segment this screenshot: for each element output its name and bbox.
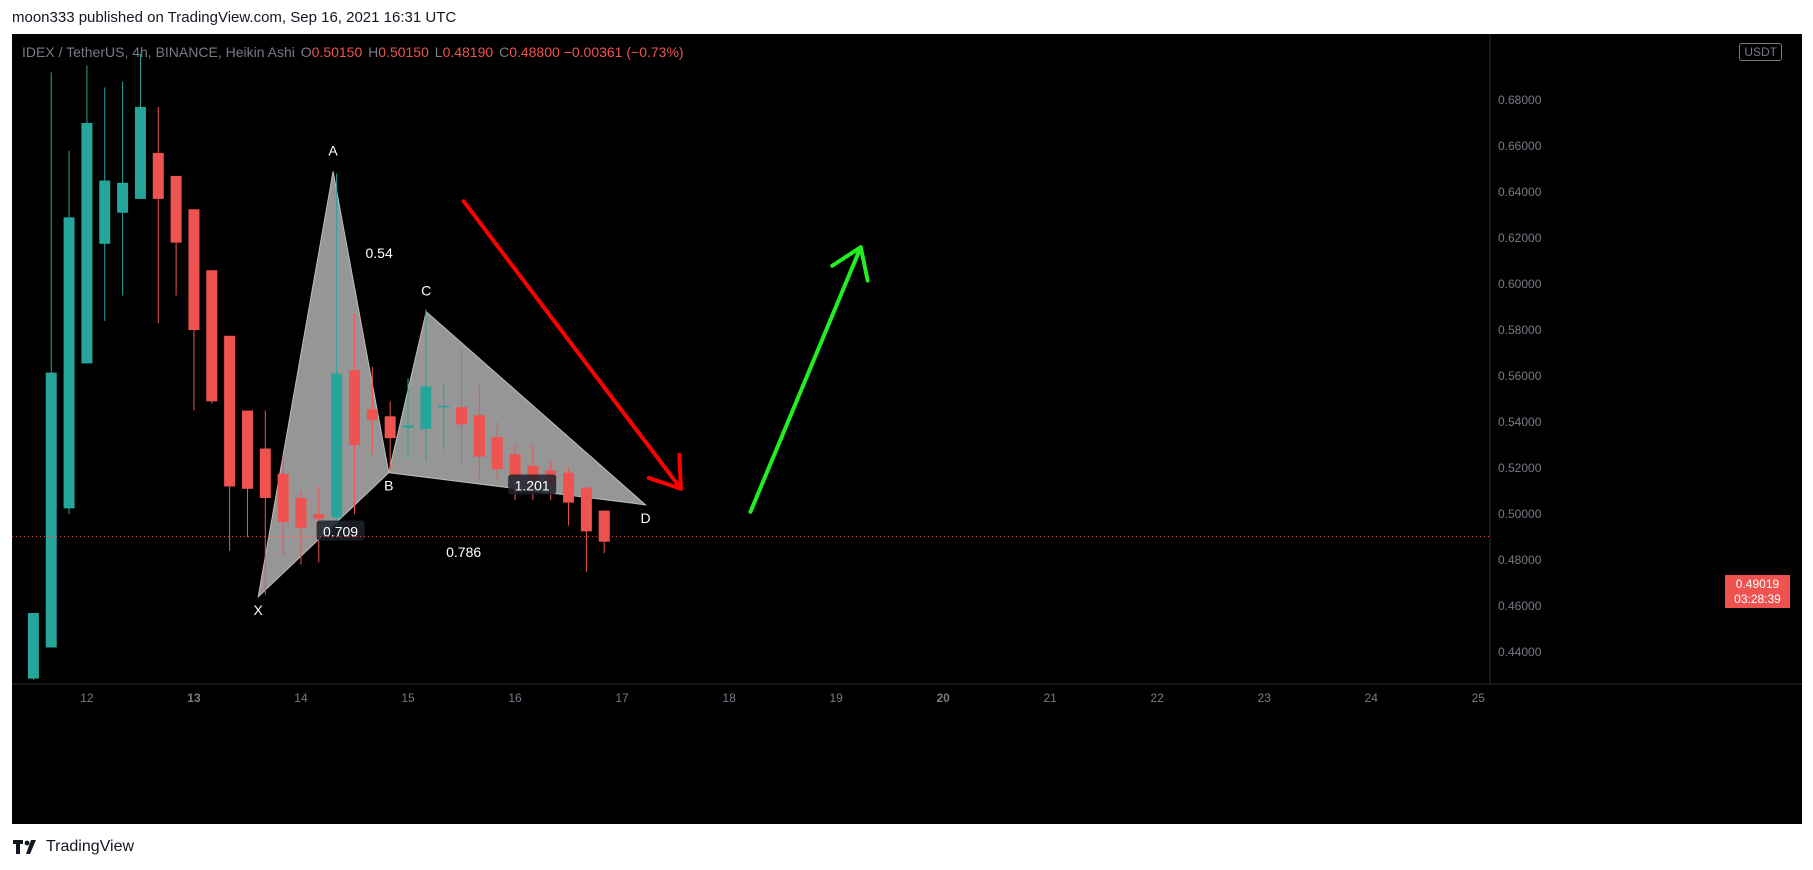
- chart-pane[interactable]: 0.44000 0.46000 0.48000 0.50000 0.52000 0.540…: [12, 34, 1802, 824]
- y-tick-label: 0.48000: [1498, 553, 1542, 567]
- candle-body: [473, 415, 485, 457]
- y-tick-label: 0.68000: [1498, 93, 1542, 107]
- brand-name: TradingView: [46, 838, 135, 855]
- bearish-arrow-shaft: [461, 199, 683, 491]
- candle-body: [152, 152, 164, 199]
- candle-body: [509, 454, 521, 478]
- x-tick-label: 13: [187, 691, 201, 705]
- candle-body: [438, 405, 450, 408]
- candle-body: [224, 335, 236, 487]
- candle-body: [277, 473, 289, 523]
- x-tick-label: 25: [1472, 691, 1486, 705]
- high-label: H: [368, 44, 379, 60]
- ratio-label-bg: [508, 474, 557, 495]
- symbol-legend: IDEX / TetherUS, 4h, BINANCE, Heikin Ash…: [22, 44, 684, 60]
- y-tick-label: 0.58000: [1498, 323, 1542, 337]
- ratio-label-bg: [316, 520, 365, 541]
- y-tick-label: 0.62000: [1498, 231, 1542, 245]
- ratio-label: 0.709: [323, 523, 358, 539]
- x-tick-label: 16: [508, 691, 522, 705]
- pattern-point-label: X: [253, 602, 263, 618]
- candle-body: [402, 425, 414, 428]
- x-tick-label: 20: [936, 691, 950, 705]
- candle-body: [27, 612, 39, 679]
- x-tick-label: 14: [294, 691, 308, 705]
- candle-body: [420, 386, 432, 429]
- candle-body: [241, 410, 253, 489]
- candle-body: [117, 182, 129, 213]
- ratio-label: 0.786: [446, 544, 481, 560]
- ratio-label: 0.54: [365, 245, 392, 261]
- y-tick-label: 0.52000: [1498, 461, 1542, 475]
- candle-body: [259, 448, 271, 498]
- low-value: 0.48190: [442, 44, 494, 60]
- x-tick-label: 18: [722, 691, 736, 705]
- open-label: O: [300, 44, 312, 60]
- candle-body: [491, 437, 503, 470]
- candle-body: [295, 497, 307, 528]
- x-tick-label: 23: [1258, 691, 1272, 705]
- bullish-arrow-head: [830, 245, 870, 283]
- x-tick-label: 15: [401, 691, 415, 705]
- x-tick-label: 22: [1151, 691, 1165, 705]
- y-tick-label: 0.66000: [1498, 139, 1542, 153]
- high-value: 0.50150: [378, 44, 429, 60]
- x-tick-label: 17: [615, 691, 629, 705]
- candle-body: [99, 180, 111, 244]
- candle-body: [81, 123, 93, 364]
- close-value: 0.48800: [509, 44, 560, 60]
- candle-body: [563, 472, 575, 503]
- candle-body: [188, 209, 200, 331]
- candle-body: [63, 217, 75, 509]
- publication-header: moon333 published on TradingView.com, Se…: [12, 9, 457, 26]
- bar-countdown: 03:28:39: [1734, 592, 1781, 606]
- change-value: −0.00361 (−0.73%): [563, 44, 684, 60]
- y-tick-label: 0.56000: [1498, 369, 1542, 383]
- candle-body: [598, 510, 610, 542]
- candle-body: [527, 465, 539, 480]
- bullish-arrow-shaft: [748, 245, 863, 514]
- x-tick-label: 12: [80, 691, 94, 705]
- bearish-arrow-head: [646, 452, 683, 491]
- candle-body: [348, 370, 360, 446]
- candle-body: [206, 270, 218, 402]
- symbol-info[interactable]: IDEX / TetherUS, 4h, BINANCE, Heikin Ash…: [22, 44, 295, 60]
- y-tick-label: 0.54000: [1498, 415, 1542, 429]
- open-value: 0.50150: [311, 44, 363, 60]
- candle-body: [313, 514, 325, 519]
- y-tick-label: 0.64000: [1498, 185, 1542, 199]
- tradingview-logo-icon: [13, 840, 36, 854]
- candle-body: [45, 372, 57, 648]
- x-tick-label: 24: [1365, 691, 1379, 705]
- candle-body: [366, 409, 378, 420]
- candle-body: [170, 175, 182, 243]
- x-tick-label: 19: [829, 691, 843, 705]
- y-tick-label: 0.60000: [1498, 277, 1542, 291]
- y-tick-label: 0.50000: [1498, 507, 1542, 521]
- candle-body: [580, 487, 592, 532]
- candle-body: [456, 407, 468, 425]
- low-label: L: [434, 44, 443, 60]
- ratio-label: 1.201: [515, 477, 550, 493]
- pattern-point-label: B: [384, 478, 393, 494]
- y-tick-label: 0.46000: [1498, 599, 1542, 613]
- last-price-value: 0.49019: [1735, 577, 1780, 591]
- pattern-point-label: A: [328, 142, 338, 158]
- candle-body: [331, 373, 343, 518]
- y-tick-label: 0.44000: [1498, 645, 1542, 659]
- pattern-point-label: C: [421, 283, 431, 299]
- last-price-label: 0.49019 03:28:39: [1725, 575, 1790, 608]
- close-label: C: [499, 44, 510, 60]
- x-tick-label: 21: [1044, 691, 1058, 705]
- tradingview-brand[interactable]: TradingView: [12, 838, 134, 856]
- currency-badge[interactable]: USDT: [1739, 43, 1782, 61]
- chart-canvas[interactable]: 0.440000.460000.480000.500000.520000.540…: [12, 34, 1802, 824]
- candle-body: [134, 106, 146, 199]
- pattern-point-label: D: [641, 510, 651, 526]
- candle-body: [384, 416, 396, 439]
